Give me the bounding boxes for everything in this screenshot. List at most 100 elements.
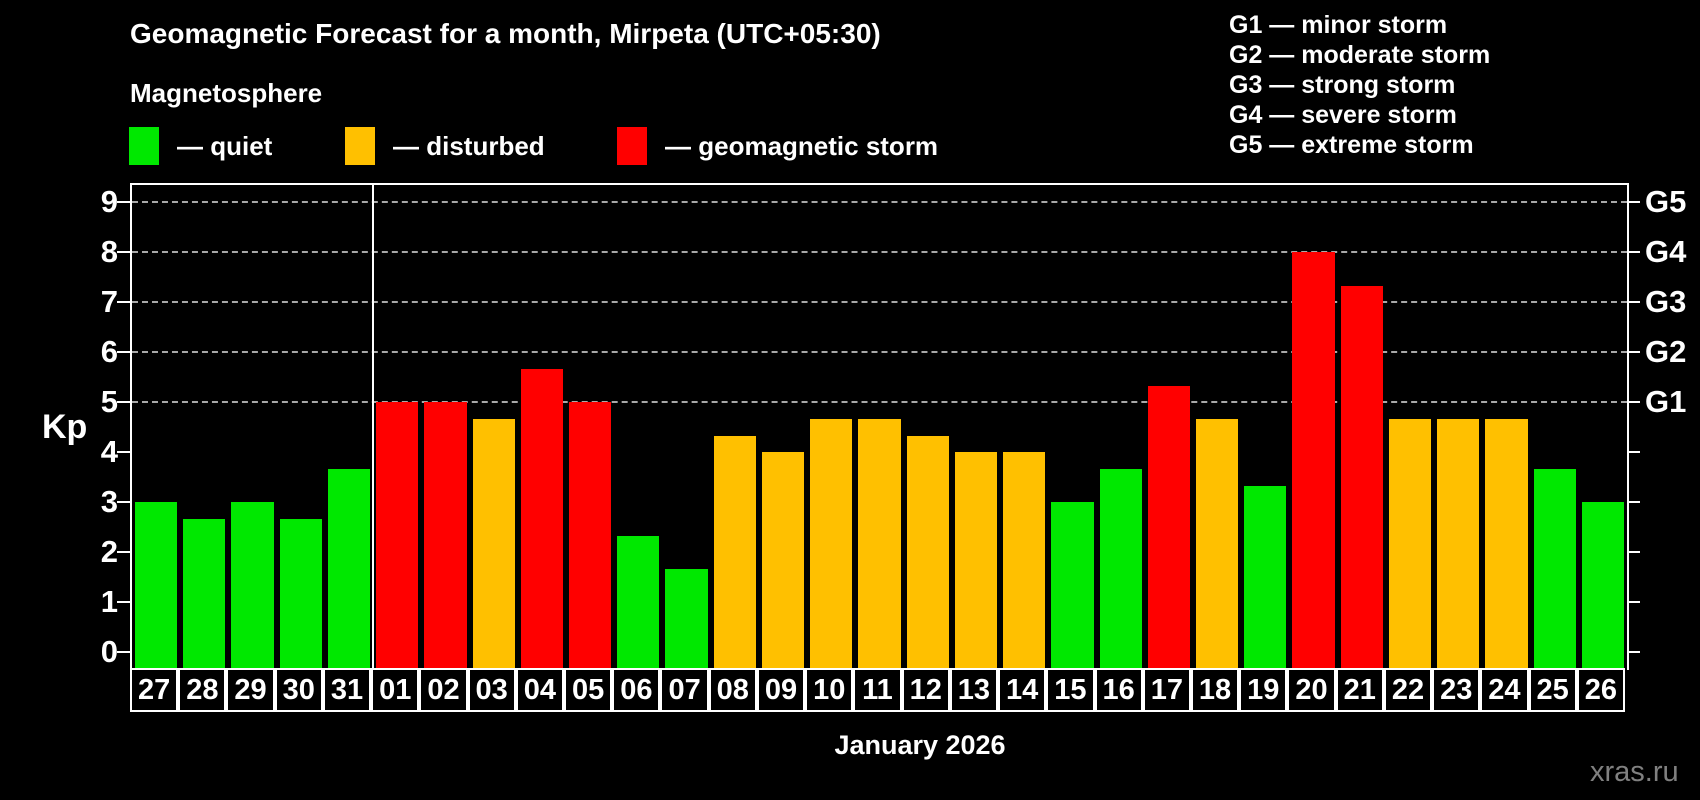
right-axis-label-g4: G4 [1645,234,1687,269]
x-axis-day-label-28: 28 [178,668,227,712]
x-axis-title: January 2026 [834,730,1006,760]
x-axis-day-label-09: 09 [756,668,806,712]
y-axis-tick-right-1 [1627,601,1640,603]
gridline-kp8 [132,251,1627,253]
x-axis-day-label-03: 03 [467,668,516,712]
y-axis-tick-right-6 [1627,351,1640,353]
y-axis-label-2: 2 [100,534,118,569]
legend-label-storm: — geomagnetic storm [665,130,939,161]
y-axis-label-6: 6 [100,334,118,369]
kp-bar-day-25 [1533,468,1576,670]
x-axis-day-label-20: 20 [1287,668,1336,712]
kp-bar-day-03 [472,418,515,670]
x-axis-day-label-10: 10 [805,668,854,712]
kp-bar-day-06 [617,535,660,670]
quiet-color-swatch [129,127,159,165]
kp-bar-day-30 [279,518,322,670]
y-axis-tick-right-5 [1627,401,1640,403]
x-axis-day-label-23: 23 [1432,668,1481,712]
right-axis-label-g5: G5 [1645,184,1687,219]
y-axis-label-8: 8 [100,234,118,269]
y-axis-tick-left-4 [117,451,130,453]
y-axis-label-4: 4 [100,434,118,469]
kp-bar-day-23 [1437,418,1480,670]
x-axis-day-label-26: 26 [1576,668,1625,712]
plot-area: 0 1 2 3 4 5 6 7 8 9 G1 G2 G3 G4 G5 [101,183,1686,670]
x-axis-day-label-14: 14 [998,668,1047,712]
kp-bar-day-24 [1485,418,1528,670]
y-axis-label-9: 9 [100,184,118,219]
legend-label-disturbed: — disturbed [393,130,545,161]
x-axis-day-label-04: 04 [515,668,565,712]
y-axis-tick-right-9 [1627,201,1640,203]
g5-legend-line: G5 — extreme storm [1229,131,1474,159]
kp-bar-day-29 [231,502,274,670]
x-axis-day-label-02: 02 [419,668,468,712]
watermark: xras.ru [1590,756,1679,788]
legend-item-storm: — geomagnetic storm [617,127,938,165]
y-axis-tick-left-0 [117,651,130,653]
y-axis-tick-right-3 [1627,501,1640,503]
y-axis-tick-right-7 [1627,301,1640,303]
y-axis-tick-left-2 [117,551,130,553]
y-axis-tick-left-8 [117,251,130,253]
kp-bar-day-22 [1388,418,1432,670]
y-axis-tick-right-4 [1627,451,1640,453]
kp-bar-day-27 [135,502,178,670]
x-axis-day-label-30: 30 [274,668,323,712]
y-axis-title: Kp [42,408,88,446]
legend-item-disturbed: — disturbed [345,127,545,165]
y-axis-tick-left-1 [117,601,130,603]
x-axis-day-label-05: 05 [564,668,613,712]
kp-bar-day-26 [1581,502,1624,670]
x-axis-day-label-16: 16 [1094,668,1143,712]
y-axis-tick-right-2 [1627,551,1640,553]
chart-title: Geomagnetic Forecast for a month, Mirpet… [130,18,881,49]
right-axis-label-g1: G1 [1645,384,1687,419]
kp-bar-day-13 [954,452,998,670]
g2-legend-line: G2 — moderate storm [1229,41,1491,69]
legend-item-quiet: — quiet [129,127,272,165]
x-axis-day-label-06: 06 [612,668,661,712]
gridline-kp9 [132,201,1627,203]
y-axis-label-7: 7 [100,284,118,319]
x-axis-day-label-19: 19 [1239,668,1288,712]
kp-bar-day-07 [665,568,708,670]
y-axis-tick-right-8 [1627,251,1640,253]
x-axis-day-label-31: 31 [322,668,372,712]
right-axis-label-g2: G2 [1645,334,1687,369]
x-axis-day-label-24: 24 [1480,668,1529,712]
kp-bar-day-28 [183,518,226,670]
x-axis-day-label-08: 08 [708,668,757,712]
x-axis-day-label-17: 17 [1142,668,1191,712]
gridline-kp6 [132,351,1627,353]
x-axis-day-label-12: 12 [901,668,950,712]
kp-bar-day-14 [1003,452,1046,670]
y-axis-tick-left-6 [117,351,130,353]
legend-label-quiet: — quiet [177,130,273,161]
x-axis-day-row: 27 28 29 30 31 01 02 03 04 05 06 07 08 09 10 11 12 13 14 15… [130,668,1629,714]
kp-bar-day-02 [424,402,467,670]
y-axis-label-3: 3 [100,484,118,519]
kp-bar-day-18 [1195,418,1239,670]
kp-bar-day-09 [761,452,805,670]
x-axis-day-label-27: 27 [130,668,179,712]
kp-bar-day-21 [1340,285,1383,670]
right-axis-label-g3: G3 [1645,284,1687,319]
g1-legend-line: G1 — minor storm [1229,11,1448,39]
kp-bar-day-17 [1147,385,1190,670]
kp-bar-day-16 [1099,468,1142,670]
y-axis-label-5: 5 [100,384,118,419]
y-axis-tick-left-3 [117,501,130,503]
g3-legend-line: G3 — strong storm [1229,71,1456,99]
x-axis-day-label-15: 15 [1046,668,1095,712]
kp-bar-day-05 [569,402,612,670]
y-axis-tick-left-5 [117,401,130,403]
kp-bar-day-15 [1051,502,1094,670]
kp-bar-day-12 [906,435,949,670]
x-axis-day-label-13: 13 [949,668,999,712]
gridline-kp7 [132,301,1627,303]
x-axis-day-label-29: 29 [226,668,275,712]
kp-bar-day-11 [858,418,901,670]
storm-color-swatch [617,127,647,165]
